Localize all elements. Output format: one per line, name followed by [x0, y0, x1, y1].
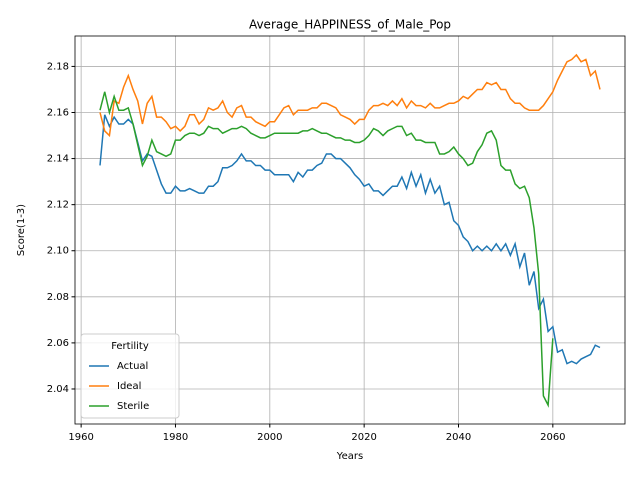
x-tick-label: 2060 [540, 432, 565, 443]
y-tick-label: 2.04 [47, 384, 69, 395]
x-axis-label: Years [336, 451, 363, 462]
legend-box [80, 333, 180, 419]
y-tick-label: 2.16 [47, 107, 69, 118]
legend-label: Actual [117, 361, 148, 372]
x-tick-label: 2040 [446, 432, 471, 443]
line [99, 53, 601, 138]
y-tick-label: 2.08 [47, 292, 69, 303]
legend-label: Ideal [117, 381, 141, 392]
line [99, 114, 601, 365]
chart-title: Average_HAPPINESS_of_Male_Pop [249, 18, 451, 32]
legend-label: Sterile [117, 401, 149, 412]
x-tick-label: 1960 [68, 432, 93, 443]
legend: Fertility Actual Ideal Sterile [80, 333, 180, 419]
y-tick-label: 2.06 [47, 338, 69, 349]
x-tick-label: 2020 [351, 432, 376, 443]
x-tick-label: 2000 [257, 432, 282, 443]
line [99, 91, 554, 408]
y-tick-label: 2.10 [47, 246, 69, 257]
y-tick-label: 2.14 [47, 154, 69, 165]
y-tick-label: 2.18 [47, 61, 69, 72]
y-tick-label: 2.12 [47, 200, 69, 211]
y-axis-label: Score(1-3) [16, 204, 27, 256]
legend-title: Fertility [111, 341, 149, 352]
x-tick-label: 1980 [163, 432, 188, 443]
plot-frame [74, 35, 626, 425]
